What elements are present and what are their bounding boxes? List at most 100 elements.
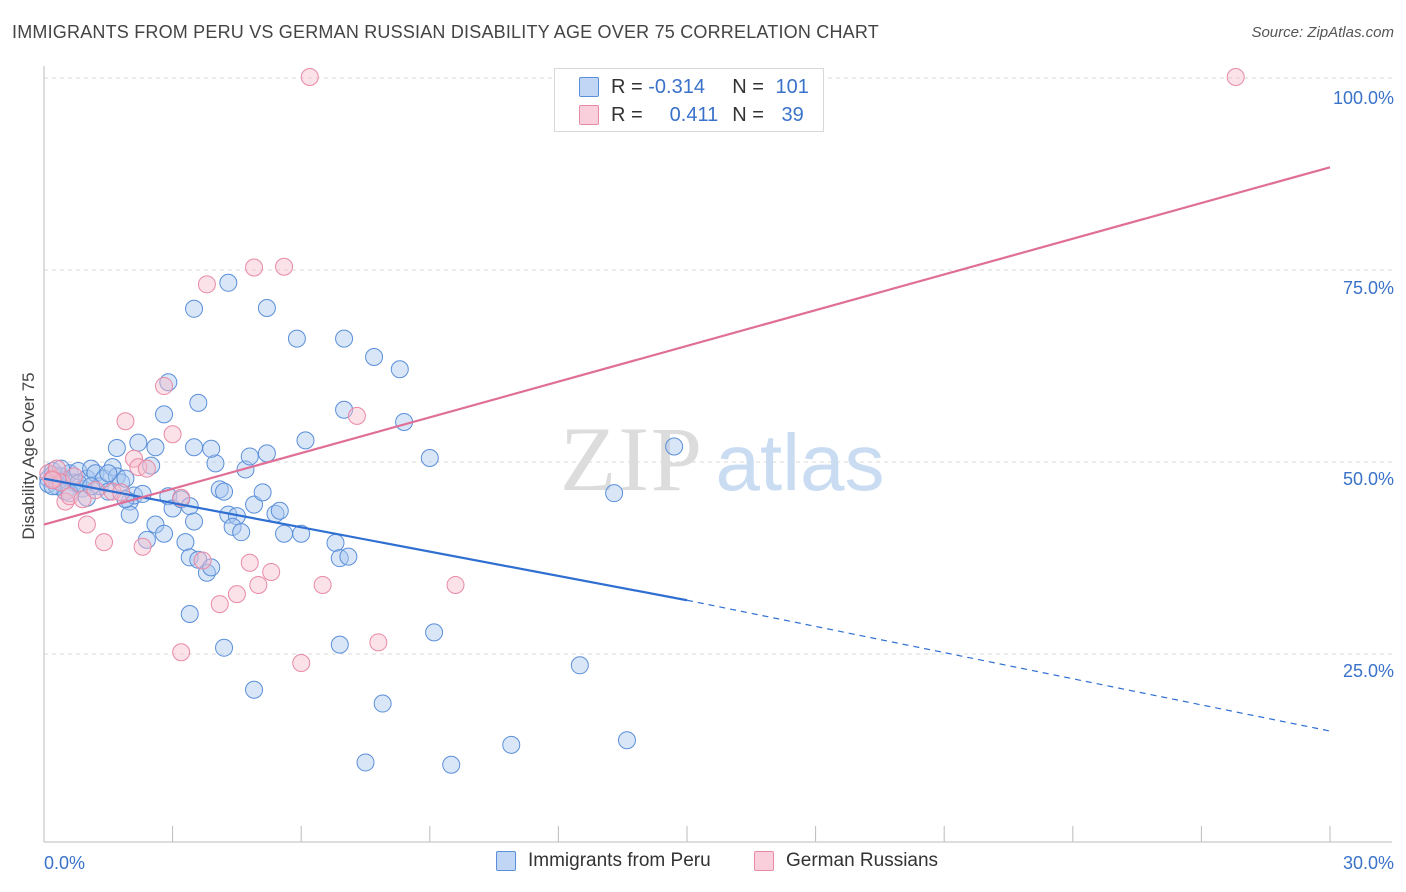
german-russian-data-point xyxy=(172,488,191,507)
y-tick-label: 25.0% xyxy=(1343,661,1394,681)
y-tick-label: 75.0% xyxy=(1343,278,1394,298)
peru-data-point xyxy=(120,505,139,524)
peru-data-point xyxy=(502,735,521,754)
german-russian-data-point xyxy=(347,406,366,425)
peru-data-point xyxy=(185,438,204,457)
peru-data-point xyxy=(665,437,684,456)
y-axis-label: Disability Age Over 75 xyxy=(19,372,38,539)
legend-swatch-pink xyxy=(754,851,774,871)
peru-data-point xyxy=(326,533,345,552)
peru-data-point xyxy=(189,393,208,412)
german-russian-data-point xyxy=(73,490,92,509)
peru-data-point xyxy=(107,439,126,458)
peru-trend-line-extension xyxy=(686,599,1331,732)
peru-data-point xyxy=(129,433,148,452)
peru-data-point xyxy=(185,299,204,318)
y-tick-label: 100.0% xyxy=(1333,88,1394,108)
german-russian-data-point xyxy=(125,449,144,468)
peru-data-point xyxy=(215,482,234,501)
bottom-legend-peru: Immigrants from Peru xyxy=(496,850,711,872)
german-russian-data-point xyxy=(163,425,182,444)
peru-data-point xyxy=(223,517,242,536)
german-russian-data-point xyxy=(137,459,156,478)
tick-labels: 25.0% 50.0% 75.0% 100.0% 0.0% 30.0% xyxy=(44,88,1394,873)
german-russian-data-point xyxy=(133,537,152,556)
legend-r-label: R = xyxy=(611,103,649,126)
peru-data-point xyxy=(155,524,174,543)
y-tick-label: 50.0% xyxy=(1343,469,1394,489)
peru-data-point xyxy=(253,483,272,502)
source-credit: Source: ZipAtlas.com xyxy=(1251,24,1394,41)
legend-swatch-blue xyxy=(496,851,516,871)
peru-data-point xyxy=(287,329,306,348)
legend-label-german-russians: German Russians xyxy=(786,850,939,871)
peru-data-point xyxy=(296,431,315,450)
axes xyxy=(43,66,1392,843)
german-russian-data-point xyxy=(197,275,216,294)
german-russian-data-point xyxy=(95,533,114,552)
peru-data-point xyxy=(232,523,251,542)
legend-row-peru: R = -0.314 N = 101 xyxy=(579,73,809,101)
legend-n-value: 101 xyxy=(775,75,809,98)
german-russian-data-point xyxy=(245,258,264,277)
peru-data-point xyxy=(215,638,234,657)
peru-data-point xyxy=(155,405,174,424)
legend-n-value: 39 xyxy=(781,103,804,126)
german-russian-data-point xyxy=(172,643,191,662)
x-tick-label: 0.0% xyxy=(44,853,85,873)
x-tick-label: 30.0% xyxy=(1343,853,1394,873)
legend-r-value: 0.411 xyxy=(669,103,719,126)
german-russian-data-point xyxy=(369,633,388,652)
peru-data-point xyxy=(185,512,204,531)
german-russian-data-point xyxy=(116,412,135,431)
peru-data-point xyxy=(275,524,294,543)
peru-data-point xyxy=(245,680,264,699)
peru-data-point xyxy=(373,694,392,713)
legend-label-peru: Immigrants from Peru xyxy=(528,850,711,871)
peru-data-point xyxy=(292,524,311,543)
watermark-atlas: atlas xyxy=(716,418,885,507)
german-russian-data-point xyxy=(292,653,311,672)
peru-data-point xyxy=(330,635,349,654)
peru-data-point xyxy=(339,547,358,566)
german-russian-data-point xyxy=(300,68,319,86)
correlation-legend: R = -0.314 N = 101 R = 0.411 N = 39 xyxy=(554,68,824,132)
trend-lines xyxy=(43,166,1331,732)
peru-data-point xyxy=(425,623,444,642)
german-russian-data-point xyxy=(240,553,259,572)
german-russian-data-point xyxy=(446,575,465,594)
legend-n-label: N = xyxy=(732,75,770,98)
german-russian-data-point xyxy=(47,459,66,478)
peru-data-point xyxy=(442,755,461,774)
german-russian-data-point xyxy=(210,595,229,614)
legend-swatch-blue xyxy=(579,77,599,97)
peru-data-point xyxy=(245,495,264,514)
peru-data-point xyxy=(116,469,135,488)
legend-n-label: N = xyxy=(732,103,770,126)
legend-r-value: -0.314 xyxy=(648,75,705,98)
chart-title: IMMIGRANTS FROM PERU VS GERMAN RUSSIAN D… xyxy=(12,22,879,42)
legend-swatch-pink xyxy=(579,105,599,125)
peru-data-point xyxy=(356,753,375,772)
german-russian-data-point xyxy=(155,377,174,396)
watermark-zip: ZIP xyxy=(560,408,704,510)
peru-data-point xyxy=(176,533,195,552)
series-immigrants-from-peru xyxy=(39,273,684,774)
german-russian-data-point xyxy=(77,515,96,534)
german-russian-data-point xyxy=(249,575,268,594)
peru-data-point xyxy=(257,444,276,463)
peru-data-point xyxy=(365,347,384,366)
peru-data-point xyxy=(257,299,276,318)
german-russian-data-point xyxy=(262,562,281,581)
peru-data-point xyxy=(202,439,221,458)
legend-row-german-russians: R = 0.411 N = 39 xyxy=(579,101,804,129)
peru-data-point xyxy=(99,464,118,483)
peru-trend-line xyxy=(43,477,688,602)
german-russian-data-point xyxy=(193,551,212,570)
series-german-russians xyxy=(39,68,1245,672)
peru-data-point xyxy=(219,273,238,292)
german-russian-data-point xyxy=(275,257,294,276)
german-russian-trend-line xyxy=(43,166,1331,526)
german-russian-data-point xyxy=(1226,68,1245,86)
peru-data-point xyxy=(420,448,439,467)
